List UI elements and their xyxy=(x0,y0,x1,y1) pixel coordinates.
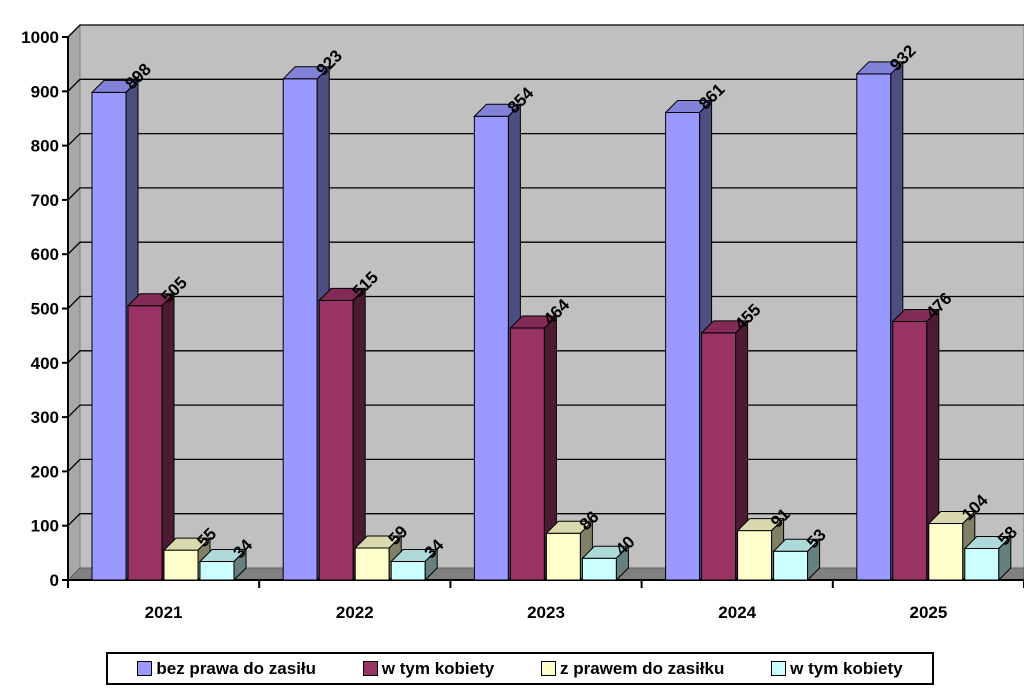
bar xyxy=(389,548,439,582)
bar xyxy=(317,287,367,582)
y-tick-label: 600 xyxy=(31,245,59,264)
bar-side xyxy=(807,538,821,582)
y-tick-label: 1000 xyxy=(21,28,59,47)
bar-front xyxy=(390,561,426,581)
bar-front xyxy=(509,327,545,581)
legend-item: w tym kobiety xyxy=(362,658,495,679)
y-tick-label: 400 xyxy=(31,354,59,373)
category-label: 2024 xyxy=(718,603,756,622)
bar-front xyxy=(127,305,163,581)
bar xyxy=(963,535,1013,582)
bar-front xyxy=(199,561,235,581)
bar-front xyxy=(354,547,390,581)
bar-chart: 0100200300400500600700800900100089850555… xyxy=(21,23,1024,622)
bar xyxy=(700,319,749,582)
chart-legend: bez prawa do zasiłu w tym kobiety z prawem… xyxy=(106,652,934,685)
gridline xyxy=(67,78,1024,92)
bar xyxy=(736,517,785,582)
bar xyxy=(891,308,941,582)
bar-front xyxy=(701,332,737,581)
bar-side xyxy=(352,287,366,582)
legend-label: bez prawa do zasiłu xyxy=(156,658,317,678)
y-tick-label: 100 xyxy=(31,517,59,536)
legend-swatch xyxy=(771,661,787,676)
y-tick-label: 300 xyxy=(31,408,59,427)
bar-side xyxy=(615,545,629,582)
bar-front xyxy=(665,111,701,581)
bar-side xyxy=(161,292,175,582)
legend-item: z prawem do zasiłku xyxy=(540,658,725,679)
category-label: 2023 xyxy=(527,603,565,622)
legend-label: w tym kobiety xyxy=(790,658,903,678)
bar-front xyxy=(964,548,1000,581)
category-label: 2021 xyxy=(145,603,183,622)
bar-front xyxy=(856,73,892,581)
bar-front xyxy=(892,321,928,581)
category-label: 2025 xyxy=(909,603,947,622)
bar-front xyxy=(163,549,199,581)
legend-swatch xyxy=(540,661,556,676)
bar xyxy=(90,79,140,582)
y-tick-label: 700 xyxy=(31,191,59,210)
legend-swatch xyxy=(362,661,378,676)
bar-front xyxy=(473,115,509,581)
y-tick-label: 0 xyxy=(50,571,59,590)
bar xyxy=(126,292,176,582)
bar-front xyxy=(773,550,809,581)
legend-item: bez prawa do zasiłu xyxy=(137,659,316,679)
legend-item: w tym kobiety xyxy=(771,658,903,679)
bar xyxy=(772,538,821,582)
bar-side xyxy=(424,548,438,582)
y-tick-label: 200 xyxy=(31,462,59,481)
y-tick-label: 900 xyxy=(31,82,59,101)
y-tick-label: 500 xyxy=(31,300,59,319)
bar xyxy=(509,314,558,582)
category-label: 2022 xyxy=(336,603,374,622)
bar-front xyxy=(318,299,354,581)
legend-swatch xyxy=(137,661,153,676)
bar-front xyxy=(581,557,617,581)
bar xyxy=(353,534,403,582)
bar-front xyxy=(282,78,318,581)
bar-side xyxy=(233,548,247,582)
bar-front xyxy=(545,532,581,581)
bar-front xyxy=(928,523,964,581)
legend-label: z prawem do zasiłku xyxy=(559,658,725,678)
bar-side xyxy=(998,535,1012,582)
y-tick-label: 800 xyxy=(31,137,59,156)
gridline xyxy=(67,24,1024,38)
bar-front xyxy=(737,530,773,581)
bar-front xyxy=(91,91,127,581)
bar xyxy=(198,548,248,582)
bar xyxy=(581,545,630,582)
legend-label: w tym kobiety xyxy=(381,658,495,678)
